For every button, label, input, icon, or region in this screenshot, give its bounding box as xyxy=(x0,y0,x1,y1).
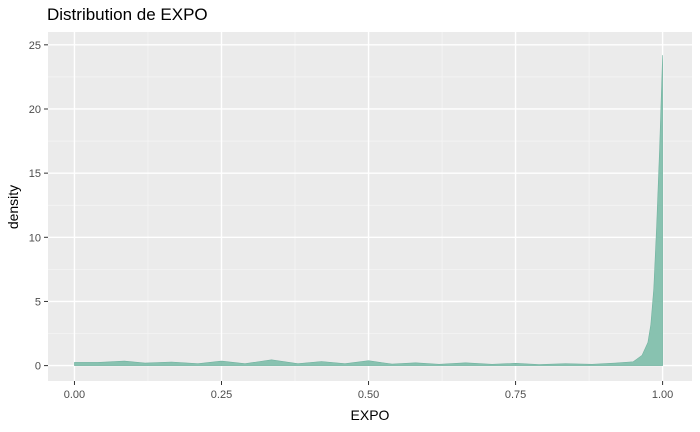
chart-title: Distribution de EXPO xyxy=(47,5,208,24)
x-tick-label: 0.25 xyxy=(211,389,232,401)
y-tick-label: 5 xyxy=(35,296,41,308)
minor-gridlines xyxy=(48,32,692,381)
y-tick-label: 25 xyxy=(29,40,41,52)
x-tick-label: 0.50 xyxy=(358,389,379,401)
plot-panel xyxy=(48,32,692,381)
density-area xyxy=(74,55,663,366)
y-tick-label: 20 xyxy=(29,104,41,116)
y-tick-label: 10 xyxy=(29,232,41,244)
x-tick-label: 0.00 xyxy=(64,389,85,401)
y-axis-ticks: 0 5 10 15 20 25 xyxy=(29,40,48,373)
y-tick-label: 15 xyxy=(29,168,41,180)
x-axis-title: EXPO xyxy=(351,407,390,423)
y-tick-label: 0 xyxy=(35,361,41,373)
x-axis-ticks: 0.00 0.25 0.50 0.75 1.00 xyxy=(64,381,673,401)
x-tick-label: 0.75 xyxy=(505,389,526,401)
x-tick-label: 1.00 xyxy=(652,389,673,401)
y-axis-title: density xyxy=(5,185,21,229)
